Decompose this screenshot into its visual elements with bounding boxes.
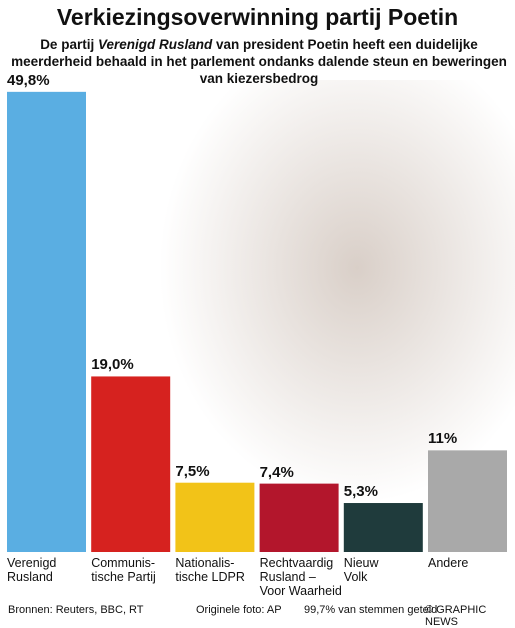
category-label: Rechtvaardig Rusland – Voor Waarheid [259, 556, 342, 598]
photo-credit: Originele foto: AP [196, 604, 282, 616]
value-label: 7,5% [175, 462, 210, 480]
credit: © GRAPHIC NEWS [425, 604, 487, 628]
category-label: Nationalis- tische LDPR [175, 556, 245, 584]
bar [428, 450, 507, 552]
chart-title: Verkiezingsoverwinning partij Poetin [56, 4, 459, 30]
category-label: Andere [428, 556, 469, 570]
bar [343, 503, 423, 552]
bar [259, 483, 339, 552]
value-label: 19,0% [91, 356, 134, 374]
value-label: 49,8% [7, 71, 50, 89]
category-label: Communis- tische Partij [91, 556, 156, 584]
note: 99,7% van stemmen geteld [304, 604, 438, 616]
category-label: Nieuw Volk [343, 556, 379, 584]
value-label: 11% [428, 430, 458, 448]
bar [91, 376, 171, 552]
category-label: Verenigd Rusland [7, 556, 57, 584]
sources: Bronnen: Reuters, BBC, RT [8, 604, 144, 616]
subtitle-italic: Verenigd Rusland [97, 37, 213, 52]
bar [175, 482, 255, 552]
value-label: 7,4% [259, 463, 294, 481]
subtitle-part: De partij [40, 37, 98, 52]
subtitle-part: van president Poetin heeft een duidelijk… [11, 37, 507, 86]
value-label: 5,3% [343, 483, 378, 501]
bar [7, 91, 86, 553]
subtitle: De partij Verenigd Rusland van president… [8, 36, 510, 87]
